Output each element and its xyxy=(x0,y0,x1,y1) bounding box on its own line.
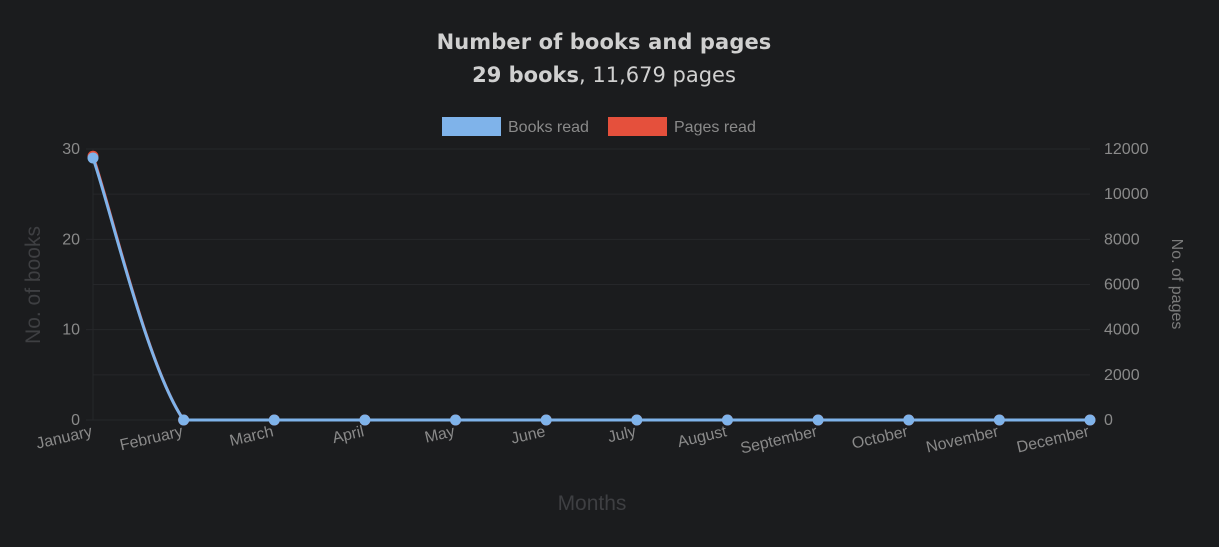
data-point-books[interactable] xyxy=(993,414,1005,426)
books-total: 29 books xyxy=(472,63,579,87)
grid-lines xyxy=(92,148,1090,421)
x-axis-ticks: January February March April May June July Augu… xyxy=(35,423,1092,457)
y2-tick-label: 10000 xyxy=(1104,186,1149,203)
y-tick-label: 10 xyxy=(62,322,80,339)
left-axis-ticks: 0 10 20 30 xyxy=(62,141,93,429)
data-point-books[interactable] xyxy=(178,414,190,426)
data-point-books[interactable] xyxy=(450,414,462,426)
x-tick-label: July xyxy=(606,423,638,446)
y-tick-label: 30 xyxy=(62,141,80,158)
data-point-books[interactable] xyxy=(540,414,552,426)
y2-tick-label: 2000 xyxy=(1104,367,1140,384)
y2-tick-label: 6000 xyxy=(1104,277,1140,294)
data-point-books[interactable] xyxy=(1084,414,1096,426)
series-line-pages xyxy=(91,155,1090,422)
x-tick-label: December xyxy=(1015,423,1091,456)
chart-legend: Books read Pages read xyxy=(442,117,756,136)
x-tick-label: November xyxy=(925,423,1001,456)
x-tick-label: January xyxy=(35,423,94,452)
legend-swatch-books[interactable] xyxy=(442,117,501,136)
y2-tick-label: 4000 xyxy=(1104,322,1140,339)
data-point-books[interactable] xyxy=(87,152,99,164)
y-tick-label: 0 xyxy=(71,412,80,429)
x-tick-label: October xyxy=(850,423,910,453)
legend-label-pages[interactable]: Pages read xyxy=(674,119,756,136)
x-tick-label: March xyxy=(228,423,275,450)
data-point-books[interactable] xyxy=(359,414,371,426)
x-tick-label: September xyxy=(739,423,820,457)
x-axis-title: Months xyxy=(558,492,627,515)
y-tick-label: 20 xyxy=(62,231,80,248)
chart-subtitle: 29 books, 11,679 pages xyxy=(0,63,1208,87)
series-line-books xyxy=(91,157,1090,422)
subtitle-separator: , xyxy=(578,63,593,87)
y-axis-title: No. of books xyxy=(22,226,45,344)
y2-tick-label: 12000 xyxy=(1104,141,1149,158)
data-point-books[interactable] xyxy=(268,414,280,426)
x-tick-label: May xyxy=(423,423,456,446)
y2-axis-title: No. of pages xyxy=(1168,239,1185,330)
x-tick-label: February xyxy=(118,423,184,454)
x-tick-label: August xyxy=(676,423,729,451)
pages-total: 11,679 pages xyxy=(592,63,736,87)
data-point-books[interactable] xyxy=(631,414,643,426)
chart-title: Number of books and pages xyxy=(436,30,772,54)
data-point-books[interactable] xyxy=(812,414,824,426)
data-point-books[interactable] xyxy=(903,414,915,426)
x-tick-label: April xyxy=(331,423,366,447)
series-layer xyxy=(87,150,1096,426)
x-tick-label: June xyxy=(509,423,547,447)
legend-label-books[interactable]: Books read xyxy=(508,119,589,136)
right-axis-ticks: 0 2000 4000 6000 8000 10000 12000 xyxy=(1104,141,1149,429)
data-point-books[interactable] xyxy=(721,414,733,426)
y2-tick-label: 8000 xyxy=(1104,231,1140,248)
y2-tick-label: 0 xyxy=(1104,412,1113,429)
legend-swatch-pages[interactable] xyxy=(608,117,667,136)
